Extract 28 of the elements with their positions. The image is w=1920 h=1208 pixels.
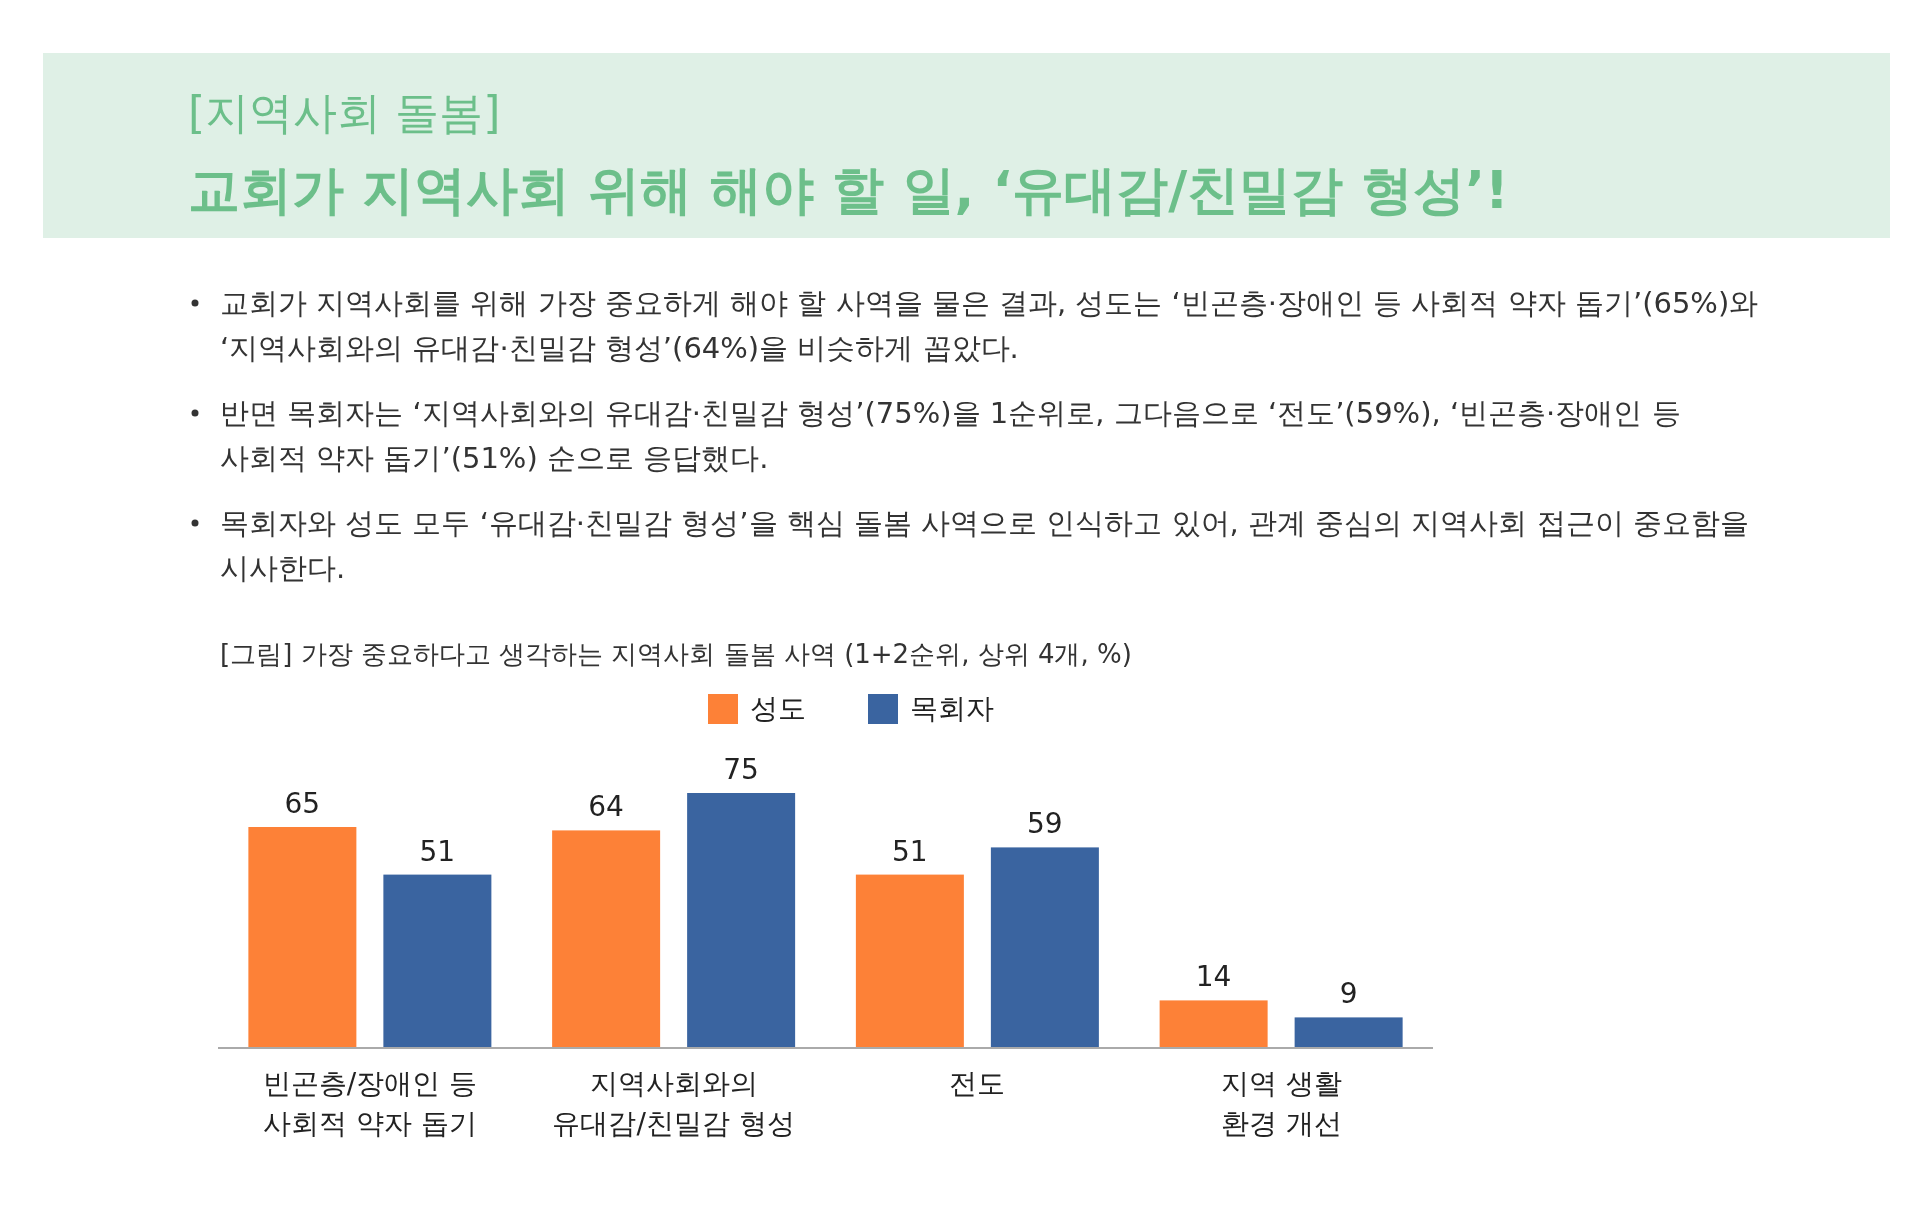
x-tick-label: 지역사회와의 유대감/친밀감 형성 (552, 1067, 795, 1140)
x-tick-label: 빈곤층/장애인 등 사회적 약자 돕기 (262, 1067, 478, 1140)
bar (855, 874, 964, 1048)
text: [그림] 가장 중요하다고 생각하는 지역사회 돌봄 사역 (1+2순위, 상위 4개, %) (220, 639, 1132, 669)
text: 교회가 지역사회를 위해 가장 중요하게 해야 할 사역을 물은 결과, 성도는 ‘빈곤층·장애인 등 사회적 약자 돕기’(65%)와 ‘지역사회와의 유대감·친밀감 형성’(64%)을 비슷하게 꼽았다. (220, 286, 1759, 365)
data-label: 59 (1027, 807, 1063, 841)
text: 반면 목회자는 ‘지역사회와의 유대감·친밀감 형성’(75%)을 1순위로, 그다음으로 ‘전도’(59%), ‘빈곤층·장애인 등 사회적 약자 돕기’(51%) 순으로 응답했다. (220, 396, 1681, 475)
bar (552, 830, 661, 1048)
legend-label: 목회자 (910, 692, 994, 725)
data-label: 9 (1339, 977, 1358, 1011)
data-label: 51 (892, 834, 928, 868)
chart-title: 교회가 지역사회 위해 해야 할 일, ‘유대감/친밀감 형성’! (188, 160, 1509, 220)
x-tick-label: 전도 (949, 1067, 1006, 1100)
text: 목회자와 성도 모두 ‘유대감·친밀감 형성’을 핵심 돌봄 사역으로 인식하고 있어, 관계 중심의 지역사회 접근이 중요함을 시사한다. (220, 506, 1749, 585)
bar (1294, 1017, 1403, 1048)
bar (383, 874, 492, 1048)
bar (1159, 1000, 1268, 1048)
legend-label: 성도 (750, 692, 806, 725)
data-label: 75 (723, 753, 759, 786)
data-label: 64 (588, 790, 624, 824)
bar (687, 793, 796, 1048)
bar (990, 847, 1099, 1048)
chart-subtitle: [지역사회 돌봄] (188, 87, 501, 138)
data-label: 65 (284, 787, 321, 820)
x-tick-label: 지역 생활 환경 개선 (1220, 1067, 1342, 1140)
bar (248, 827, 357, 1048)
data-label: 51 (419, 834, 456, 868)
data-label: 14 (1195, 960, 1232, 994)
